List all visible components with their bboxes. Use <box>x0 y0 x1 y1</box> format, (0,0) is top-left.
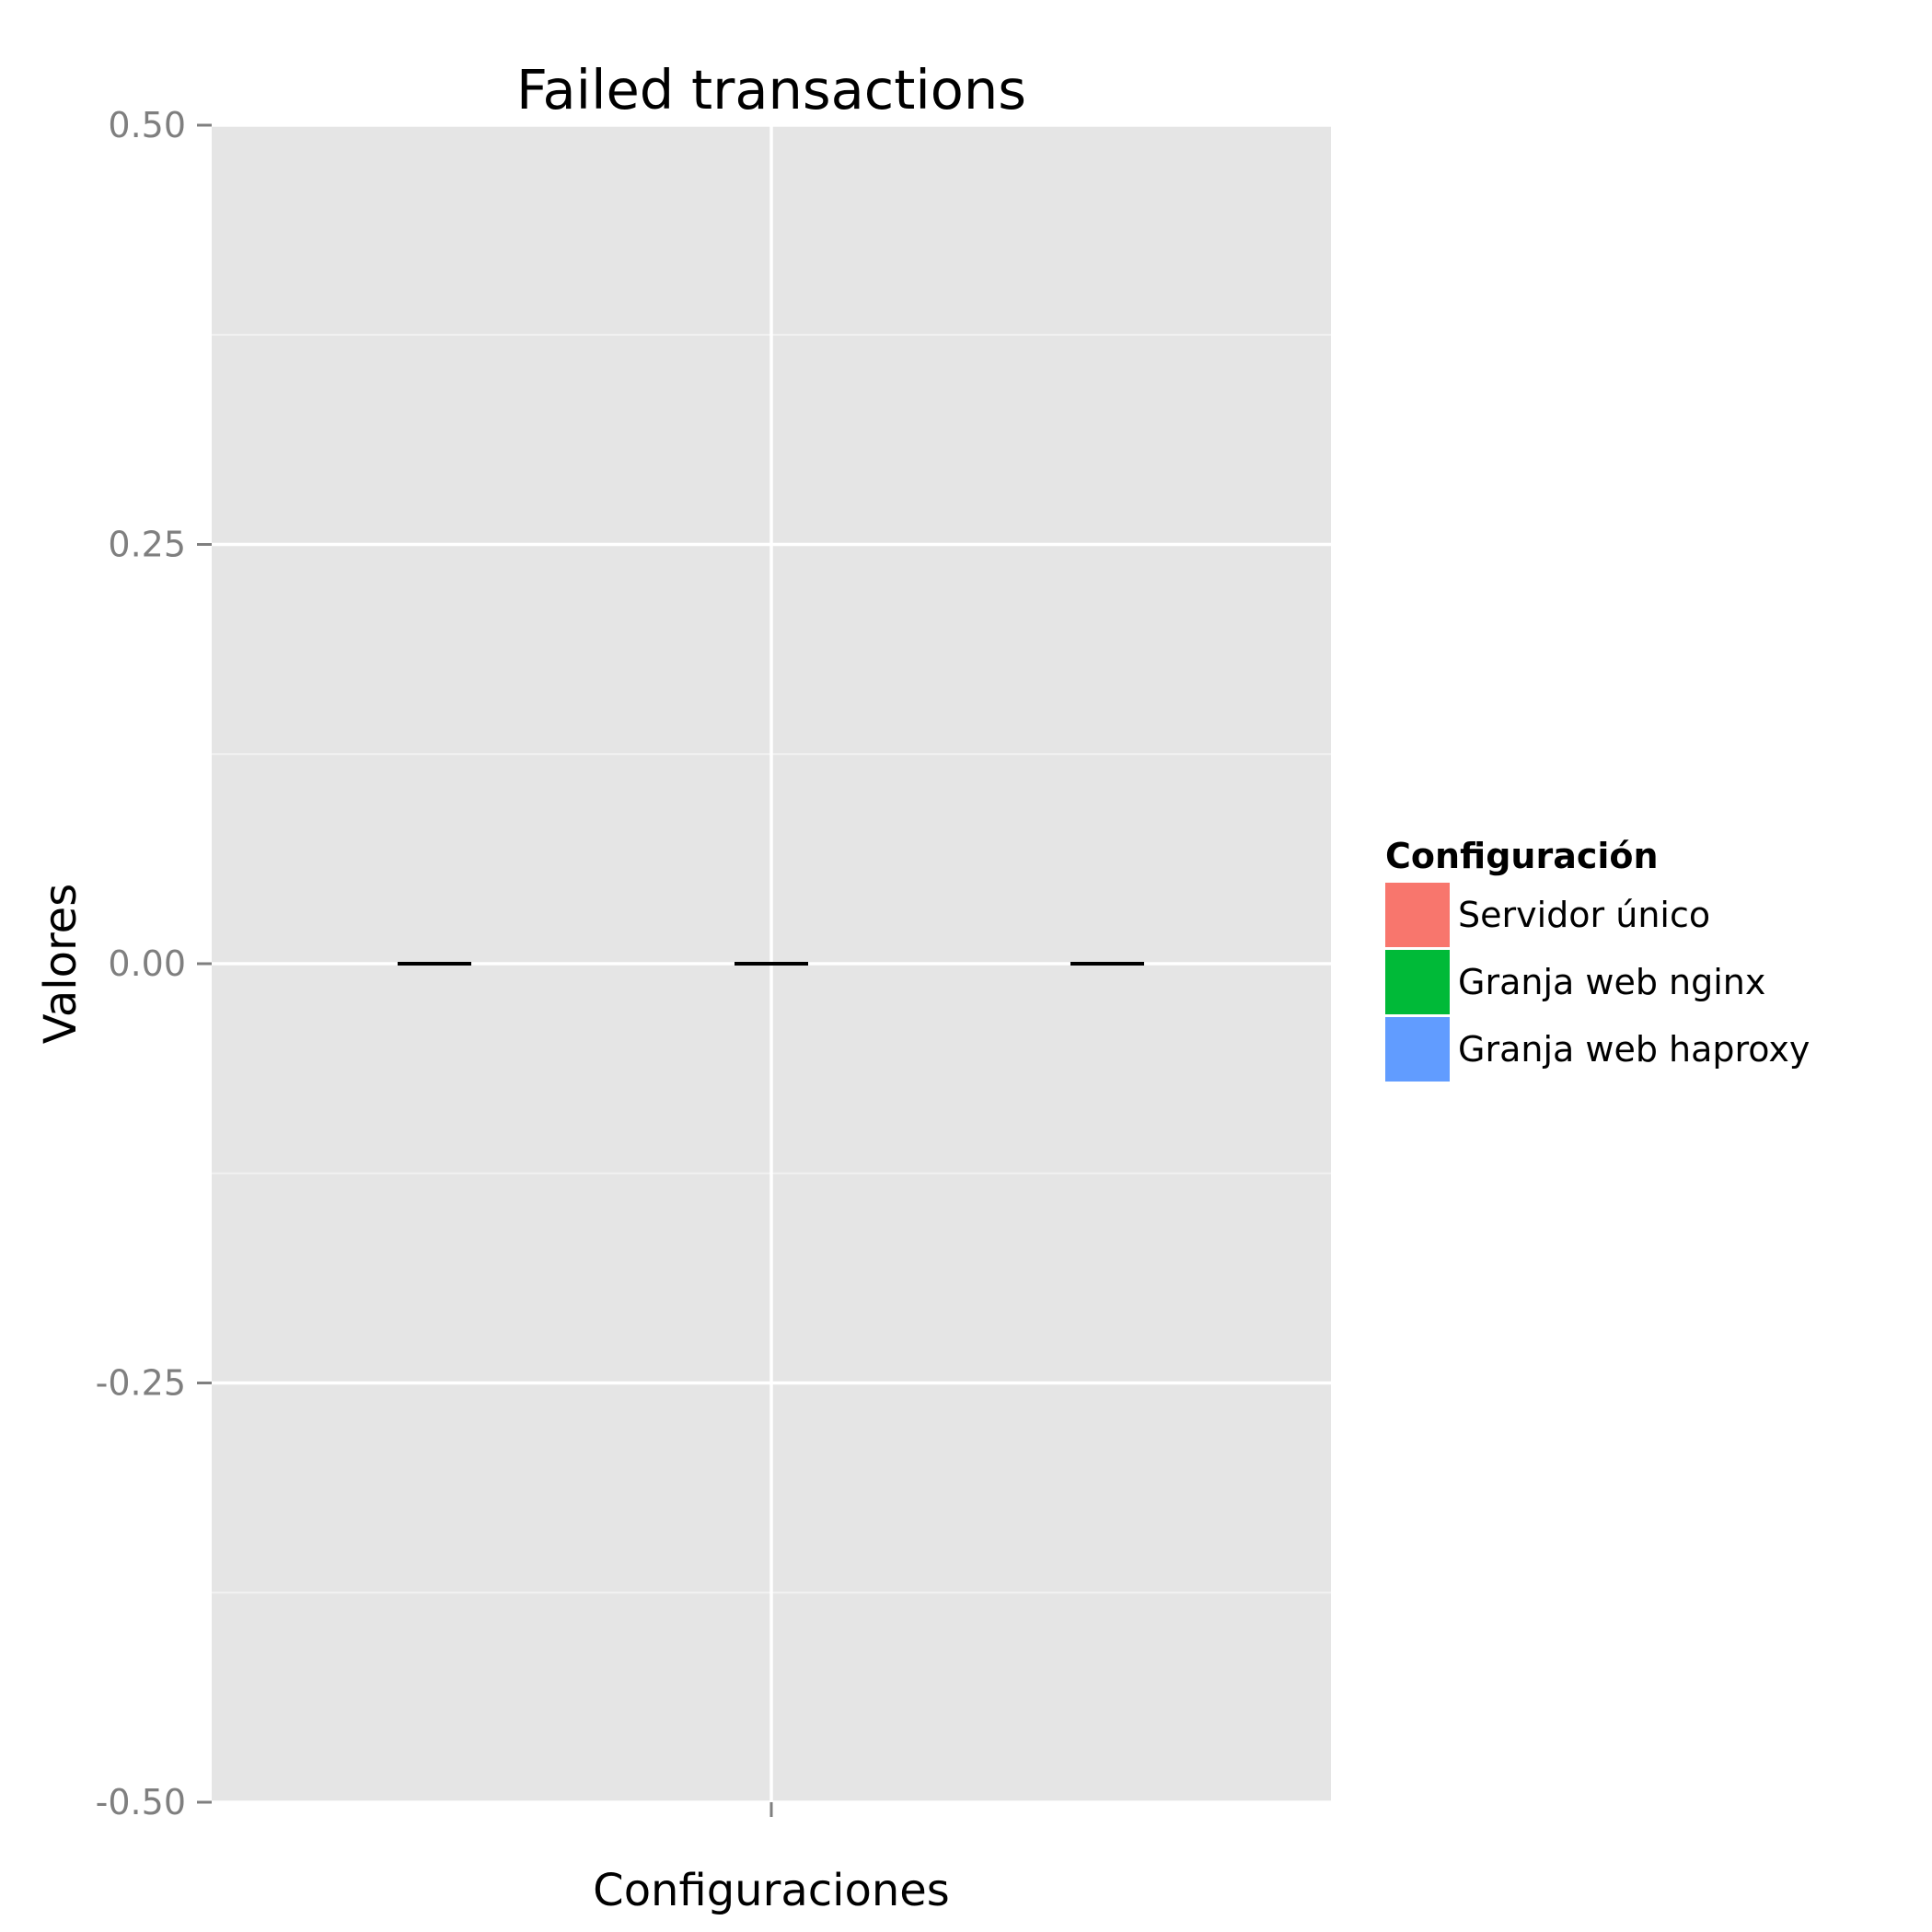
legend-swatch <box>1383 1015 1452 1083</box>
legend-label: Granja web haproxy <box>1458 1029 1810 1070</box>
y-tick-label: 0.00 <box>108 943 186 984</box>
legend-swatch <box>1383 948 1452 1016</box>
y-tick-label: -0.50 <box>96 1782 186 1822</box>
x-axis-title: Configuraciones <box>593 1865 950 1916</box>
legend-swatch <box>1383 881 1452 949</box>
legend-label: Granja web nginx <box>1458 962 1765 1002</box>
y-axis-title: Valores <box>35 884 87 1044</box>
legend-label: Servidor único <box>1458 895 1710 935</box>
chart-title: Failed transactions <box>516 58 1026 121</box>
y-tick-label: -0.25 <box>96 1363 186 1404</box>
y-tick-label: 0.50 <box>108 105 186 145</box>
y-tick-label: 0.25 <box>108 525 186 565</box>
legend-items: Servidor único Granja web nginx Granja web… <box>1383 881 1810 1083</box>
legend: Configuración Servidor único Granja web n… <box>1383 836 1810 1083</box>
y-axis: -0.50 -0.25 0.00 0.25 0.50 <box>96 105 212 1822</box>
legend-title: Configuración <box>1385 836 1659 876</box>
